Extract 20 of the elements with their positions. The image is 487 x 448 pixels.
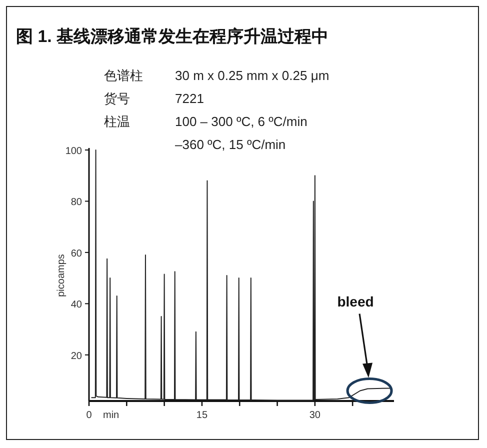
- text: 柱温: [104, 114, 130, 129]
- x-tick-label: 0: [86, 410, 92, 421]
- text: 货号: [104, 91, 130, 106]
- chart-title: 图 1. 基线漂移通常发生在程序升温过程中: [16, 27, 329, 46]
- x-tick-label: 30: [309, 410, 321, 421]
- y-tick-label: 80: [70, 197, 82, 208]
- annotation: bleed: [337, 294, 374, 310]
- text: 7221: [175, 91, 204, 106]
- annotation: –360 ºC, 15 ºC/min: [175, 137, 286, 152]
- y-tick-label: 20: [70, 350, 82, 362]
- text: 色谱柱: [104, 68, 143, 83]
- x-tick-label: 15: [196, 410, 208, 421]
- text: 30 m x 0.25 mm x 0.25 μm: [175, 68, 330, 83]
- y-tick-label: 40: [70, 300, 82, 311]
- y-axis-title: picoamps: [56, 254, 67, 297]
- text: 100 – 300 ºC, 6 ºC/min: [175, 114, 308, 129]
- y-tick-label: 60: [70, 248, 82, 260]
- line-series: [90, 150, 391, 401]
- y-tick-label: 100: [65, 146, 82, 157]
- x-axis-title: min: [103, 410, 120, 421]
